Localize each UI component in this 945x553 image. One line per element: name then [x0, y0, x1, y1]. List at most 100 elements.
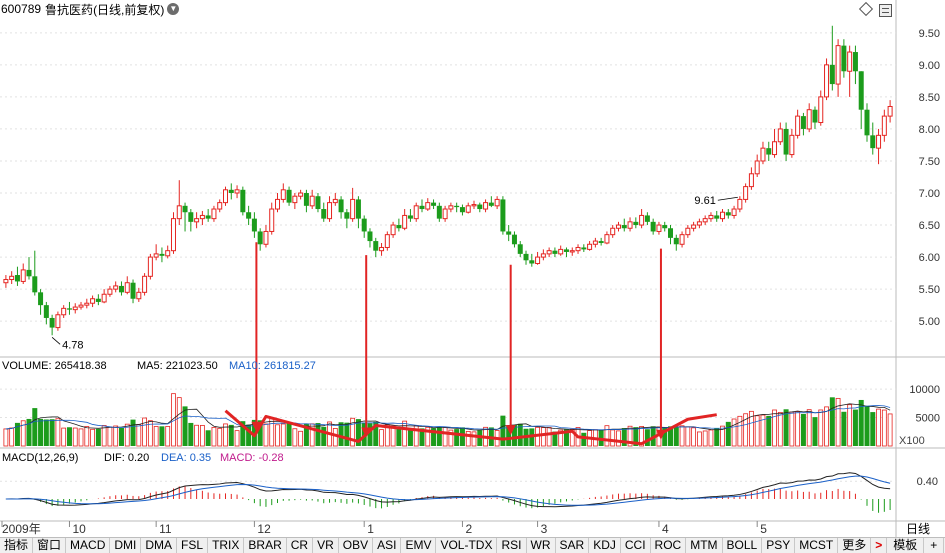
volume-bar — [760, 414, 766, 447]
tab-dmi[interactable]: DMI — [110, 538, 142, 553]
volume-bar — [673, 426, 679, 446]
tab-mtm[interactable]: MTM — [686, 538, 723, 553]
volume-bar — [506, 426, 512, 446]
candle-body — [118, 285, 124, 293]
candle-body — [90, 298, 96, 304]
stock-chart[interactable]: 9.50 9.00 8.50 8.00 7.50 7.00 6.50 6.00 5.50 5.00… — [0, 0, 945, 537]
volume-bar — [800, 413, 806, 446]
tab-cr[interactable]: CR — [287, 538, 314, 553]
candle-body — [303, 193, 309, 206]
tab-boll[interactable]: BOLL — [723, 538, 763, 553]
settings-icon[interactable] — [879, 4, 892, 17]
candle-body — [84, 302, 90, 306]
tab-more-arrow[interactable]: > — [871, 538, 888, 553]
tab-emv[interactable]: EMV — [401, 538, 437, 553]
tab-更多[interactable]: 更多 — [838, 538, 872, 553]
x-tick-label: 1 — [367, 522, 374, 536]
volume-bar — [84, 426, 90, 447]
volume-bar — [616, 430, 621, 447]
volume-trend-annotation — [224, 409, 717, 446]
tab-brar[interactable]: BRAR — [244, 538, 287, 553]
candle-body — [55, 314, 61, 329]
volume-bar — [644, 429, 650, 446]
volume-bar — [754, 415, 760, 447]
tab-obv[interactable]: OBV — [339, 538, 374, 553]
price-tick-label: 5.00 — [919, 316, 940, 328]
tab-macd[interactable]: MACD — [66, 538, 111, 553]
tab-vr[interactable]: VR — [313, 538, 339, 553]
candle-body — [419, 205, 425, 210]
volume-bar — [147, 420, 153, 447]
tab-roc[interactable]: ROC — [651, 538, 687, 553]
volume-bar — [78, 428, 84, 447]
volume-bar — [292, 428, 298, 447]
volume-bar — [731, 418, 737, 447]
candle-body — [124, 282, 130, 293]
volume-bar — [263, 423, 269, 447]
x-tick-label: 2009年 — [2, 522, 41, 536]
candle-body — [766, 148, 772, 155]
volume-bar — [43, 419, 49, 446]
zoom-in-button[interactable]: + — [924, 538, 945, 553]
candle-body — [633, 221, 639, 226]
candle-body — [402, 214, 408, 229]
volume-bar — [367, 423, 373, 446]
price-tick-label: 9.50 — [919, 28, 940, 40]
candle-body — [569, 250, 575, 253]
volume-bar — [321, 426, 327, 446]
candle-body — [650, 221, 656, 232]
volume-bar — [720, 425, 725, 447]
tab-rsi[interactable]: RSI — [497, 538, 527, 553]
tab-指标[interactable]: 指标 — [0, 538, 34, 553]
volume-bar — [847, 404, 853, 447]
high-price-label: 9.61 — [694, 195, 715, 207]
tab-template[interactable]: 模板 — [887, 538, 925, 553]
tab-sar[interactable]: SAR — [556, 538, 590, 553]
tab-kdj[interactable]: KDJ — [589, 538, 621, 553]
stock-code: 600789 — [1, 2, 42, 16]
candle-body — [153, 253, 159, 258]
candle-body — [824, 64, 830, 98]
volume-ma5-line — [5, 403, 891, 431]
volume-bar — [38, 418, 44, 446]
chevron-down-circle-icon[interactable]: ▼ — [167, 3, 180, 15]
volume-bar — [228, 424, 234, 446]
tab-vol-tdx[interactable]: VOL-TDX — [436, 538, 498, 553]
tab-mcst[interactable]: MCST — [795, 538, 839, 553]
candle-body — [852, 52, 858, 72]
tab-cci[interactable]: CCI — [621, 538, 651, 553]
candle-body — [147, 256, 153, 277]
volume-bar — [107, 426, 113, 447]
candle-body — [598, 241, 604, 243]
volume-bar — [708, 429, 714, 447]
volume-bar — [159, 426, 165, 446]
tab-wr[interactable]: WR — [527, 538, 556, 553]
volume-bar — [546, 427, 552, 447]
volume-bar — [691, 427, 697, 447]
price-tick-label: 7.50 — [919, 156, 940, 168]
candle-body — [355, 199, 361, 219]
volume-bar — [142, 417, 147, 447]
volume-bar — [737, 415, 743, 447]
tab-psy[interactable]: PSY — [762, 538, 796, 553]
tab-trix[interactable]: TRIX — [208, 538, 245, 553]
volume-bar — [552, 431, 558, 446]
candle-body — [199, 214, 205, 220]
volume-bar — [269, 417, 275, 447]
macd-dea-line — [5, 475, 891, 506]
candle-body — [275, 198, 281, 210]
candle-body — [269, 208, 275, 232]
volume-bar — [303, 423, 309, 446]
tab-asi[interactable]: ASI — [373, 538, 402, 553]
tab-fsl[interactable]: FSL — [177, 538, 209, 553]
volume-bar — [610, 429, 616, 447]
candle-body — [696, 221, 702, 226]
x-tick-label: 12 — [257, 522, 271, 536]
tab-dma[interactable]: DMA — [141, 538, 178, 553]
candle-body — [563, 249, 569, 252]
candle-body — [240, 189, 246, 213]
macd-label: MACD(12,26,9) — [2, 452, 78, 464]
tab-窗口[interactable]: 窗口 — [33, 538, 67, 553]
x-tick-label: 10 — [72, 522, 86, 536]
volume-bar — [517, 423, 523, 446]
